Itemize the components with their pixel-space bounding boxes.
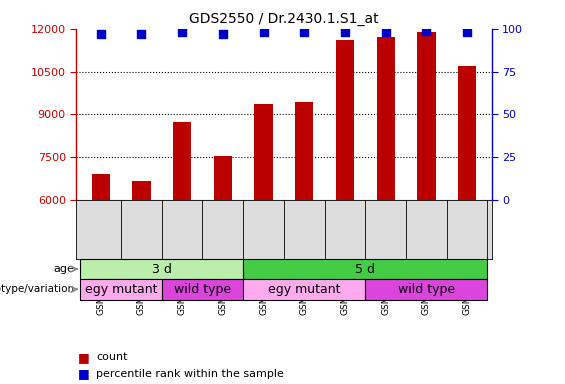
Point: [177, 29, 186, 35]
Bar: [214, 156, 232, 371]
Bar: [417, 31, 436, 371]
Bar: [80, 259, 243, 279]
Bar: [295, 101, 314, 371]
Text: age: age: [53, 264, 74, 274]
Point: [341, 29, 350, 35]
Text: wild type: wild type: [398, 283, 455, 296]
Point: [300, 29, 309, 35]
Text: ■: ■: [77, 367, 89, 381]
Point: [381, 29, 390, 35]
Text: egy mutant: egy mutant: [85, 283, 157, 296]
Bar: [92, 174, 110, 371]
Bar: [173, 122, 192, 371]
Bar: [376, 37, 395, 371]
Point: [259, 29, 268, 35]
Text: percentile rank within the sample: percentile rank within the sample: [97, 369, 284, 379]
Point: [96, 31, 105, 37]
Bar: [243, 259, 488, 279]
Text: ■: ■: [77, 351, 89, 364]
Text: 5 d: 5 d: [355, 263, 375, 276]
Point: [463, 29, 472, 35]
Point: [137, 31, 146, 37]
Bar: [80, 279, 162, 300]
Text: wild type: wild type: [174, 283, 231, 296]
Text: egy mutant: egy mutant: [268, 283, 341, 296]
Bar: [132, 182, 151, 371]
Bar: [254, 104, 273, 371]
Point: [422, 27, 431, 33]
Text: 3 d: 3 d: [152, 263, 172, 276]
Text: genotype/variation: genotype/variation: [0, 285, 74, 295]
Text: count: count: [97, 352, 128, 362]
Bar: [243, 279, 366, 300]
Title: GDS2550 / Dr.2430.1.S1_at: GDS2550 / Dr.2430.1.S1_at: [189, 12, 379, 26]
Bar: [336, 40, 354, 371]
Bar: [162, 279, 243, 300]
Bar: [366, 279, 488, 300]
Point: [218, 31, 227, 37]
Bar: [458, 66, 476, 371]
